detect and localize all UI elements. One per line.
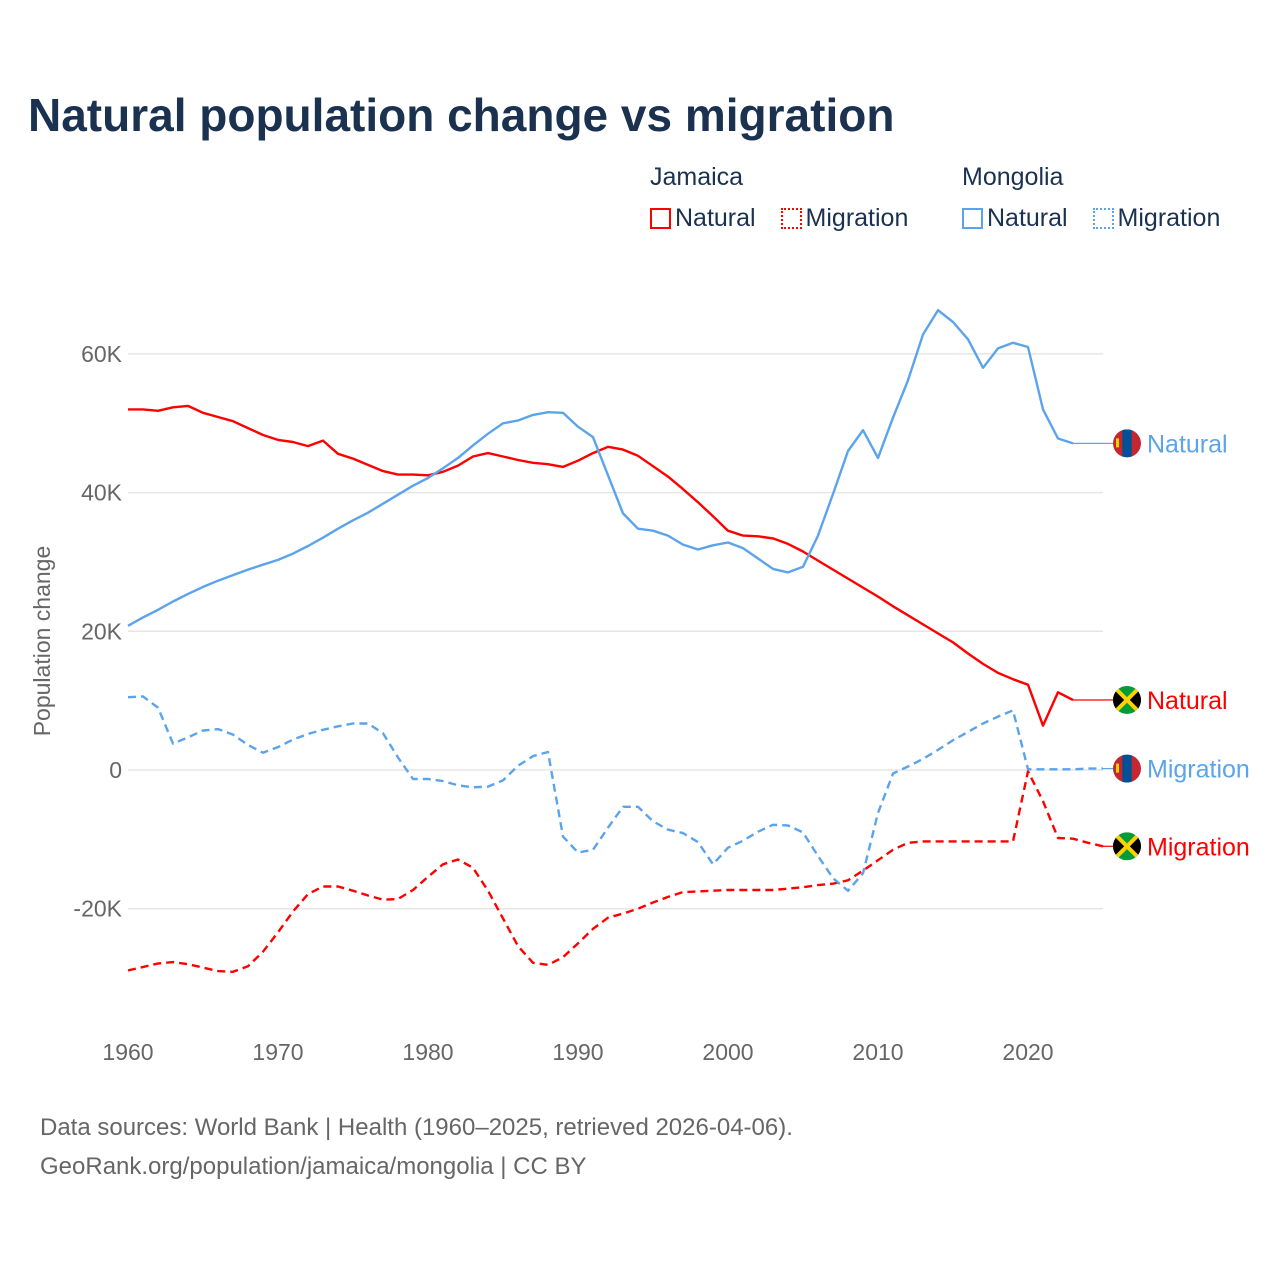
- legend-item-mongolia-migration[interactable]: Migration: [1092, 204, 1221, 233]
- legend-label: Migration: [805, 204, 909, 232]
- chart-title: Natural population change vs migration: [28, 89, 895, 141]
- series-line-jamaica-migration: [127, 770, 1104, 973]
- x-tick-label: 2020: [1002, 1039, 1053, 1065]
- x-tick-label: 1980: [402, 1039, 453, 1065]
- x-tick-label: 1990: [552, 1039, 603, 1065]
- flag-blue: [1122, 429, 1132, 458]
- flag-soyombo: [1116, 438, 1119, 448]
- legend-item-jamaica-migration[interactable]: Migration: [780, 204, 909, 233]
- legend-item-mongolia-natural[interactable]: Natural: [962, 204, 1068, 233]
- x-tick-label: 2010: [852, 1039, 903, 1065]
- footer-sources: Data sources: World Bank | Health (1960–…: [40, 1114, 793, 1141]
- legend-swatch: [780, 208, 802, 229]
- legend-group-title: Mongolia: [962, 163, 1064, 191]
- flag-black: [1127, 687, 1141, 712]
- flag-body: [1113, 685, 1141, 714]
- flag-black: [1127, 834, 1141, 859]
- mongolia-flag-icon: [1113, 754, 1141, 783]
- series-end-label: Natural: [1147, 687, 1228, 715]
- jamaica-flag-icon: [1113, 685, 1141, 714]
- legend-swatch: [1092, 208, 1114, 229]
- footer-link[interactable]: GeoRank.org/population/jamaica/mongolia …: [40, 1153, 587, 1180]
- flag-body: [1113, 832, 1141, 861]
- y-axis-label: Population change: [29, 546, 55, 737]
- y-tick-label: 60K: [81, 341, 123, 367]
- legend-group-title: Jamaica: [650, 163, 744, 191]
- legend-swatch: [650, 208, 671, 229]
- x-tick-label: 1960: [102, 1039, 153, 1065]
- legend-swatch: [962, 208, 983, 229]
- flag-blue: [1122, 754, 1132, 783]
- legend-group-mongolia: Mongolia Natural Migration: [962, 163, 1220, 236]
- y-tick-label: 20K: [81, 618, 123, 644]
- legend-group-jamaica: Jamaica Natural Migration: [650, 163, 908, 236]
- footer: Data sources: World Bank | Health (1960–…: [40, 1108, 793, 1186]
- legend-label: Migration: [1117, 204, 1221, 232]
- flag-body: [1113, 429, 1141, 458]
- series-end-label: Migration: [1147, 833, 1250, 861]
- legend-label: Natural: [987, 204, 1068, 232]
- y-tick-label: 40K: [81, 480, 123, 506]
- y-tick-label: 0: [109, 757, 122, 783]
- series-line-mongolia-natural: [127, 309, 1074, 627]
- series-end-label: Natural: [1147, 430, 1228, 458]
- flag-body: [1113, 754, 1141, 783]
- mongolia-flag-icon: [1113, 429, 1141, 458]
- flag-saltire: [1113, 832, 1141, 861]
- flag-black: [1113, 687, 1127, 712]
- x-tick-label: 2000: [702, 1039, 753, 1065]
- y-tick-label: -20K: [73, 896, 122, 922]
- jamaica-flag-icon: [1113, 832, 1141, 861]
- flag-saltire: [1113, 685, 1141, 714]
- flag-soyombo: [1116, 763, 1119, 773]
- series-line-mongolia-migration: [127, 695, 1103, 892]
- legend-label: Natural: [675, 204, 756, 232]
- flag-black: [1113, 834, 1127, 859]
- series-end-label: Migration: [1147, 756, 1250, 784]
- x-tick-label: 1970: [252, 1039, 303, 1065]
- legend-item-jamaica-natural[interactable]: Natural: [650, 204, 756, 233]
- series-line-jamaica-natural: [128, 404, 1074, 727]
